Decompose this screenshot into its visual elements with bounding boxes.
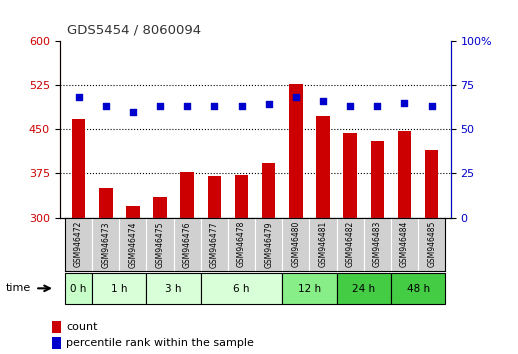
Text: 24 h: 24 h [352, 284, 376, 293]
Text: GDS5454 / 8060094: GDS5454 / 8060094 [67, 23, 202, 36]
Point [319, 98, 327, 104]
Bar [99, 188, 112, 354]
Bar [262, 163, 276, 354]
Bar [92, 273, 147, 304]
Bar [119, 218, 147, 271]
Text: GSM946485: GSM946485 [427, 221, 436, 268]
Bar [425, 150, 438, 354]
Text: GSM946476: GSM946476 [183, 221, 192, 268]
Bar [391, 218, 418, 271]
Bar [52, 337, 62, 349]
Bar [147, 218, 174, 271]
Text: 12 h: 12 h [298, 284, 321, 293]
Bar [174, 218, 201, 271]
Point [237, 103, 246, 109]
Bar [65, 273, 92, 304]
Text: GSM946483: GSM946483 [373, 221, 382, 268]
Bar [208, 176, 221, 354]
Bar [282, 218, 309, 271]
Text: GSM946475: GSM946475 [155, 221, 165, 268]
Point [183, 103, 191, 109]
Text: GSM946480: GSM946480 [291, 221, 300, 268]
Text: GSM946472: GSM946472 [74, 221, 83, 268]
Bar [316, 116, 330, 354]
Text: 3 h: 3 h [165, 284, 182, 293]
Text: GSM946473: GSM946473 [101, 221, 110, 268]
Text: 1 h: 1 h [111, 284, 127, 293]
Bar [126, 206, 140, 354]
Bar [65, 218, 92, 271]
Bar [282, 273, 337, 304]
Point [265, 102, 273, 107]
Bar [418, 218, 445, 271]
Bar [52, 321, 62, 333]
Bar [398, 131, 411, 354]
Text: GSM946482: GSM946482 [346, 221, 355, 267]
Text: GSM946474: GSM946474 [128, 221, 137, 268]
Point [156, 103, 164, 109]
Bar [370, 141, 384, 354]
Bar [337, 218, 364, 271]
Bar [343, 133, 357, 354]
Bar [153, 197, 167, 354]
Bar [364, 218, 391, 271]
Text: percentile rank within the sample: percentile rank within the sample [66, 338, 254, 348]
Point [346, 103, 354, 109]
Point [400, 100, 409, 105]
Bar [228, 218, 255, 271]
Point [129, 109, 137, 114]
Bar [92, 218, 119, 271]
Text: GSM946479: GSM946479 [264, 221, 273, 268]
Text: count: count [66, 322, 97, 332]
Text: time: time [6, 283, 32, 293]
Point [210, 103, 219, 109]
Point [292, 95, 300, 100]
Point [373, 103, 381, 109]
Bar [255, 218, 282, 271]
Bar [180, 172, 194, 354]
Bar [72, 119, 85, 354]
Text: GSM946478: GSM946478 [237, 221, 246, 268]
Bar [289, 84, 303, 354]
Text: GSM946481: GSM946481 [319, 221, 327, 267]
Text: GSM946477: GSM946477 [210, 221, 219, 268]
Bar [309, 218, 337, 271]
Bar [201, 218, 228, 271]
Bar [147, 273, 201, 304]
Point [75, 95, 83, 100]
Text: GSM946484: GSM946484 [400, 221, 409, 268]
Bar [235, 175, 248, 354]
Text: 0 h: 0 h [70, 284, 87, 293]
Text: 48 h: 48 h [407, 284, 429, 293]
Bar [201, 273, 282, 304]
Bar [337, 273, 391, 304]
Text: 6 h: 6 h [233, 284, 250, 293]
Point [427, 103, 436, 109]
Point [102, 103, 110, 109]
Bar [391, 273, 445, 304]
